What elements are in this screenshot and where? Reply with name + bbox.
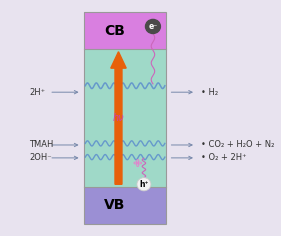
Text: 2H⁺: 2H⁺ [29,88,46,97]
Circle shape [137,178,151,191]
Text: • H₂: • H₂ [201,88,218,97]
Bar [84,187,166,223]
Text: TMAH: TMAH [29,140,54,149]
Text: h⁺: h⁺ [139,180,149,189]
Text: e⁻: e⁻ [148,22,158,31]
Text: 2OH⁻: 2OH⁻ [29,153,52,162]
FancyArrow shape [111,52,126,184]
Text: VB: VB [104,198,125,212]
Bar [84,13,166,223]
Circle shape [146,19,160,34]
Text: • O₂ + 2H⁺: • O₂ + 2H⁺ [201,153,246,162]
Text: • CO₂ + H₂O + N₂: • CO₂ + H₂O + N₂ [201,140,274,149]
Text: hν: hν [112,113,124,123]
Bar [84,49,166,187]
Bar [84,13,166,49]
Text: CB: CB [104,24,125,38]
